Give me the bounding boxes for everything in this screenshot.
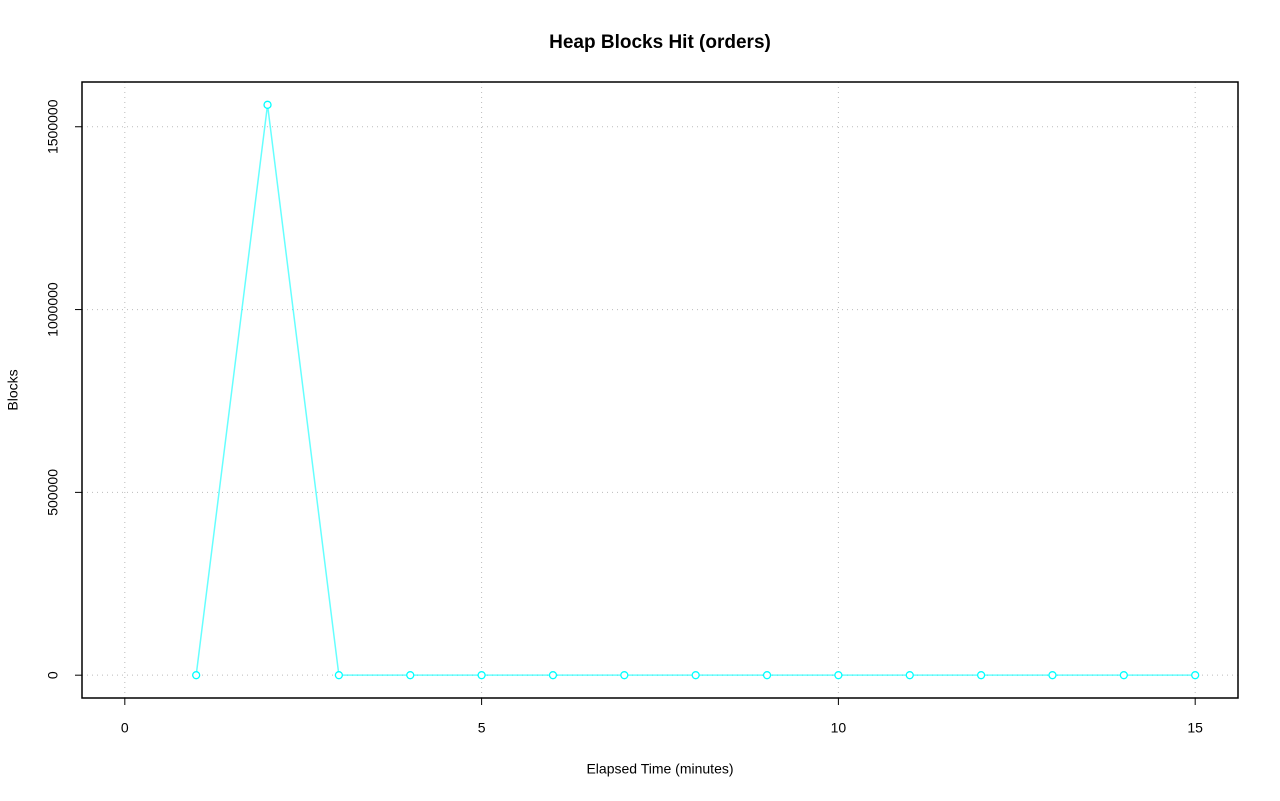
y-tick-label: 1500000	[45, 99, 61, 154]
data-point	[477, 671, 486, 680]
chart-title: Heap Blocks Hit (orders)	[549, 32, 771, 53]
data-point	[620, 671, 629, 680]
x-tick-label: 15	[1187, 720, 1203, 736]
data-point	[1119, 671, 1128, 680]
x-axis-label: Elapsed Time (minutes)	[586, 761, 733, 777]
data-point	[1191, 671, 1200, 680]
y-axis-label: Blocks	[5, 369, 21, 410]
data-point	[762, 671, 772, 680]
y-tick-label: 500000	[45, 469, 61, 516]
y-tick-label: 0	[45, 671, 61, 679]
x-tick-label: 0	[121, 720, 129, 736]
data-point	[263, 100, 272, 109]
data-point	[691, 671, 700, 680]
x-tick-label: 5	[478, 720, 486, 736]
data-point	[1048, 671, 1057, 680]
data-point	[976, 671, 986, 680]
data-point	[406, 671, 415, 680]
data-point	[548, 671, 558, 680]
plot-frame	[81, 81, 1239, 699]
data-point	[834, 671, 843, 680]
data-point	[905, 671, 914, 680]
data-point	[192, 671, 201, 680]
data-point	[334, 671, 344, 680]
x-tick-label: 10	[831, 720, 847, 736]
y-tick-label: 1000000	[45, 282, 61, 337]
data-line	[195, 104, 1196, 676]
